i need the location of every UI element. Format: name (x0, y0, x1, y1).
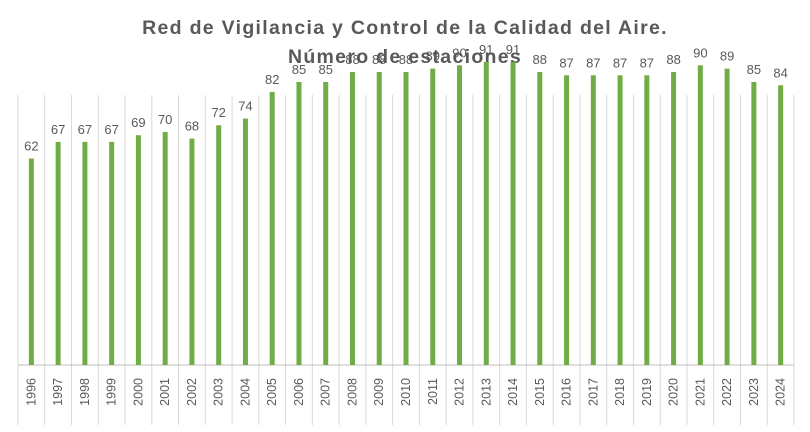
data-label-2011: 89 (426, 49, 440, 64)
bar-2003 (216, 125, 222, 366)
x-tick-1997: 1997 (51, 378, 65, 406)
bar-2008 (349, 71, 355, 366)
bar-2016 (564, 75, 570, 365)
bar-2006 (296, 81, 302, 365)
x-tick-2001: 2001 (158, 378, 172, 406)
data-label-2004: 74 (238, 99, 252, 114)
data-label-2007: 85 (318, 62, 332, 77)
data-label-2021: 90 (693, 45, 707, 60)
data-label-2020: 88 (666, 52, 680, 67)
data-label-2019: 87 (640, 55, 654, 70)
data-label-2009: 88 (372, 52, 386, 67)
data-label-2016: 87 (559, 55, 573, 70)
bar-2002 (189, 138, 195, 365)
data-label-2001: 70 (158, 112, 172, 127)
x-tick-1996: 1996 (24, 378, 38, 406)
x-tick-2000: 2000 (131, 378, 145, 406)
x-tick-2022: 2022 (720, 378, 734, 406)
data-label-2012: 90 (452, 45, 466, 60)
x-tick-2011: 2011 (426, 378, 440, 405)
x-tick-2019: 2019 (640, 378, 654, 406)
bar-2021 (697, 65, 703, 366)
data-label-2002: 68 (185, 119, 199, 134)
bar-2018 (617, 75, 623, 365)
data-label-2000: 69 (131, 115, 145, 130)
chart-subtitle: Número de estaciones (287, 46, 523, 68)
x-tick-2015: 2015 (533, 378, 547, 406)
x-tick-2006: 2006 (292, 378, 306, 406)
x-tick-2017: 2017 (586, 378, 600, 406)
data-label-2003: 72 (211, 105, 225, 120)
bar-2015 (537, 71, 543, 366)
data-label-2023: 85 (747, 62, 761, 77)
bar-2013 (483, 61, 489, 365)
data-labels: 62 67 67 67 69 70 68 72 74 82 85 85 88 88 88 89 90 91 91 88… (24, 42, 788, 154)
bar-2007 (323, 81, 329, 365)
bar-2023 (751, 81, 757, 365)
data-label-2010: 88 (399, 52, 413, 67)
x-tick-2018: 2018 (613, 378, 627, 406)
bar-2024 (778, 85, 784, 365)
bar-2012 (457, 65, 463, 366)
bar-2009 (376, 71, 382, 366)
x-tick-2024: 2024 (774, 378, 788, 406)
bar-2017 (590, 75, 596, 365)
x-tick-2007: 2007 (319, 378, 333, 406)
x-tick-2009: 2009 (372, 378, 386, 406)
data-label-1996: 62 (24, 139, 38, 154)
data-label-1997: 67 (51, 122, 65, 137)
bar-2020 (671, 71, 677, 366)
bar-2014 (510, 61, 516, 365)
data-label-2024: 84 (773, 65, 787, 80)
data-label-2017: 87 (586, 55, 600, 70)
x-tick-2013: 2013 (479, 378, 493, 406)
chart-title-block: Red de Vigilancia y Control de la Calida… (0, 14, 810, 72)
data-label-2015: 88 (533, 52, 547, 67)
x-tick-2008: 2008 (345, 378, 359, 406)
data-label-2013: 91 (479, 42, 493, 57)
x-tick-2023: 2023 (747, 378, 761, 406)
bar-1999 (109, 141, 115, 365)
data-label-2005: 82 (265, 72, 279, 87)
x-tick-1998: 1998 (78, 378, 92, 406)
data-label-2022: 89 (720, 49, 734, 64)
bar-2011 (430, 68, 436, 365)
bars (28, 61, 784, 366)
data-label-2006: 85 (292, 62, 306, 77)
bar-2022 (724, 68, 730, 365)
bar-2005 (269, 91, 275, 365)
bar-1997 (55, 141, 61, 365)
x-tick-1999: 1999 (105, 378, 119, 406)
data-label-1999: 67 (104, 122, 118, 137)
x-tick-2020: 2020 (667, 378, 681, 406)
data-label-2018: 87 (613, 55, 627, 70)
bar-2019 (644, 75, 650, 365)
data-label-2014: 91 (506, 42, 520, 57)
x-tick-2012: 2012 (453, 378, 467, 406)
grid-lines (17, 95, 795, 425)
x-tick-labels: 1996 1997 1998 1999 2000 2001 2002 2003 2004 2005… (24, 378, 787, 406)
bar-2001 (162, 131, 168, 365)
x-tick-2014: 2014 (506, 378, 520, 406)
bar-1996 (28, 158, 34, 365)
x-tick-2010: 2010 (399, 378, 413, 406)
bar-2000 (135, 135, 141, 365)
bar-1998 (82, 141, 88, 365)
bar-2010 (403, 71, 409, 366)
x-tick-2002: 2002 (185, 378, 199, 406)
x-tick-2016: 2016 (560, 378, 574, 406)
x-tick-2003: 2003 (212, 378, 226, 406)
data-label-2008: 88 (345, 52, 359, 67)
x-tick-2005: 2005 (265, 378, 279, 406)
x-tick-2004: 2004 (238, 378, 252, 406)
x-tick-2021: 2021 (693, 378, 707, 406)
bar-2004 (242, 118, 248, 365)
chart-title: Red de Vigilancia y Control de la Calida… (142, 17, 668, 39)
data-label-1998: 67 (78, 122, 92, 137)
